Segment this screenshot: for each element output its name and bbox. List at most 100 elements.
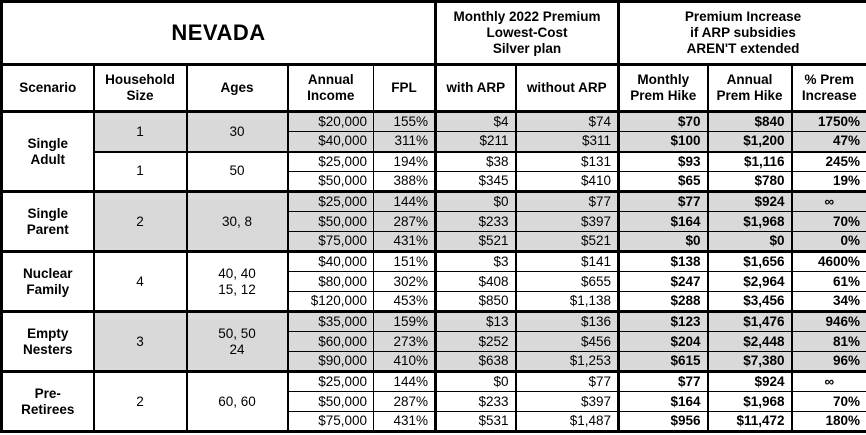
- cell-without-arp: $74: [514, 110, 620, 132]
- cell-fpl: 388%: [373, 171, 436, 192]
- cell-monthly-prem-hike: $65: [617, 171, 709, 192]
- cell-without-arp: $1,487: [514, 411, 620, 432]
- cell-with-arp: $13: [434, 310, 516, 332]
- cell-annual-prem-hike: $3,456: [706, 291, 793, 312]
- cell-without-arp: $136: [514, 310, 620, 332]
- cell-without-arp: $397: [514, 391, 620, 412]
- cell-without-arp: $77: [514, 370, 620, 392]
- cell-monthly-prem-hike: $164: [617, 211, 709, 232]
- cell-annual-prem-hike: $924: [706, 370, 793, 392]
- cell-without-arp: $311: [514, 131, 620, 152]
- cell-scenario: Pre- Retirees: [1, 370, 94, 432]
- table-row: Single Adult 1 30 $20,000 155% $4 $74 $70 $840 17…: [1, 110, 866, 192]
- cell-without-arp: $456: [514, 331, 620, 352]
- cell-fpl: 287%: [373, 391, 436, 412]
- cell-annual-prem-hike: $1,656: [706, 250, 793, 272]
- cell-fpl: 273%: [373, 331, 436, 352]
- cell-fpl: 302%: [373, 271, 436, 292]
- cell-fpl: 159%: [373, 310, 436, 332]
- cell-pct-prem-increase: 1750%: [790, 110, 866, 132]
- cell-fpl: 431%: [373, 231, 436, 252]
- col-header-household-size: Household Size: [92, 63, 187, 112]
- table-row: Pre- Retirees 2 60, 60 $25,000 144% $0 $77 $77 $…: [1, 370, 866, 432]
- cell-pct-prem-increase: 70%: [790, 211, 866, 232]
- cell-monthly-prem-hike: $77: [617, 190, 709, 212]
- cell-annual-income: $25,000: [286, 190, 374, 212]
- cell-ages: 50, 50 24: [185, 310, 288, 372]
- cell-with-arp: $408: [434, 271, 516, 292]
- cell-without-arp: $141: [514, 250, 620, 272]
- cell-fpl: 155%: [373, 110, 436, 132]
- cell-fpl: 287%: [373, 211, 436, 232]
- cell-annual-income: $120,000: [286, 291, 374, 312]
- cell-pct-prem-increase: 0%: [790, 231, 866, 252]
- cell-pct-prem-increase: 81%: [790, 331, 866, 352]
- cell-scenario: Single Parent: [1, 190, 94, 252]
- group-header-row: NEVADA Monthly 2022 Premium Lowest-Cost …: [1, 1, 866, 65]
- cell-household-size: 1: [92, 150, 187, 192]
- cell-monthly-prem-hike: $77: [617, 370, 709, 392]
- cell-monthly-prem-hike: $956: [617, 411, 709, 432]
- cell-annual-income: $20,000: [286, 110, 374, 132]
- cell-annual-prem-hike: $1,200: [706, 131, 793, 152]
- col-header-ages: Ages: [185, 63, 288, 112]
- table-row: 1 50 $25,000 194% $38 $131 $93 $1,116 245%: [2, 150, 866, 192]
- cell-household-size: 1: [92, 110, 187, 152]
- table-row: Single Parent 2 30, 8 $25,000 144% $0 $77 $77 $9…: [1, 190, 866, 252]
- col-header-annual-prem-hike: Annual Prem Hike: [706, 63, 793, 112]
- cell-monthly-prem-hike: $0: [617, 231, 709, 252]
- cell-with-arp: $252: [434, 331, 516, 352]
- table-row: $50,000 388% $345 $410 $65 $780 19%: [2, 171, 866, 192]
- cell-annual-prem-hike: $1,116: [706, 150, 793, 172]
- cell-monthly-prem-hike: $288: [617, 291, 709, 312]
- col-header-with-arp: with ARP: [434, 63, 516, 112]
- cell-pct-prem-increase: 34%: [790, 291, 866, 312]
- col-header-fpl: FPL: [373, 63, 436, 112]
- col-header-scenario: Scenario: [1, 63, 94, 112]
- cell-without-arp: $1,253: [514, 351, 620, 372]
- cell-pct-prem-increase: 245%: [790, 150, 866, 172]
- cell-annual-income: $75,000: [286, 231, 374, 252]
- cell-without-arp: $521: [514, 231, 620, 252]
- cell-fpl: 144%: [373, 370, 436, 392]
- col-header-monthly-prem-hike: Monthly Prem Hike: [617, 63, 709, 112]
- cell-annual-prem-hike: $780: [706, 171, 793, 192]
- cell-annual-income: $90,000: [286, 351, 374, 372]
- cell-with-arp: $521: [434, 231, 516, 252]
- cell-with-arp: $3: [434, 250, 516, 272]
- cell-scenario: Single Adult: [1, 110, 94, 192]
- cell-annual-prem-hike: $2,448: [706, 331, 793, 352]
- cell-with-arp: $850: [434, 291, 516, 312]
- cell-with-arp: $211: [434, 131, 516, 152]
- increase-group-header: Premium Increase if ARP subsidies AREN'T…: [617, 1, 866, 65]
- cell-annual-income: $60,000: [286, 331, 374, 352]
- cell-annual-prem-hike: $1,968: [706, 211, 793, 232]
- cell-monthly-prem-hike: $615: [617, 351, 709, 372]
- cell-pct-prem-increase: 96%: [790, 351, 866, 372]
- cell-pct-prem-increase: 946%: [790, 310, 866, 332]
- cell-annual-income: $25,000: [286, 370, 374, 392]
- cell-pct-prem-increase: ∞: [790, 370, 866, 392]
- cell-ages: 30, 8: [185, 190, 288, 252]
- cell-monthly-prem-hike: $204: [617, 331, 709, 352]
- col-header-without-arp: without ARP: [514, 63, 620, 112]
- cell-annual-income: $50,000: [286, 211, 374, 232]
- cell-ages: 30: [185, 110, 288, 152]
- cell-fpl: 151%: [373, 250, 436, 272]
- cell-without-arp: $397: [514, 211, 620, 232]
- cell-household-size: 2: [92, 370, 187, 432]
- table-row: $50,000 287% $233 $397 $164 $1,968 70%: [2, 391, 866, 412]
- region-title: NEVADA: [1, 1, 436, 65]
- cell-monthly-prem-hike: $123: [617, 310, 709, 332]
- cell-without-arp: $1,138: [514, 291, 620, 312]
- table-row: $75,000 431% $531 $1,487 $956 $11,472 180%: [2, 411, 866, 432]
- table-row: $60,000 273% $252 $456 $204 $2,448 81%: [2, 331, 866, 352]
- cell-with-arp: $0: [434, 190, 516, 212]
- table-body: Single Adult 1 30 $20,000 155% $4 $74 $70 $840 17…: [1, 110, 866, 432]
- cell-with-arp: $638: [434, 351, 516, 372]
- cell-with-arp: $0: [434, 370, 516, 392]
- column-header-row: Scenario Household Size Ages Annual Inco…: [1, 63, 866, 112]
- cell-household-size: 3: [92, 310, 187, 372]
- cell-fpl: 431%: [373, 411, 436, 432]
